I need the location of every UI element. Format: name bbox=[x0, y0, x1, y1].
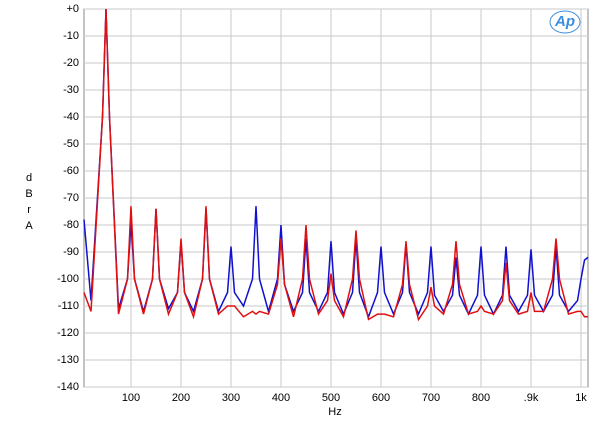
y-tick-label: -60 bbox=[63, 165, 79, 177]
y-tick-label: -10 bbox=[63, 30, 79, 42]
y-tick-label: -120 bbox=[57, 327, 79, 339]
y-tick-label: +0 bbox=[66, 3, 79, 15]
y-axis-unit: A bbox=[25, 220, 33, 232]
y-tick-label: -70 bbox=[63, 192, 79, 204]
x-tick-label: 800 bbox=[472, 392, 490, 404]
x-tick-label: .9k bbox=[524, 392, 539, 404]
x-tick-label: 200 bbox=[172, 392, 190, 404]
x-tick-label: 1k bbox=[575, 392, 587, 404]
x-tick-label: 300 bbox=[222, 392, 240, 404]
x-tick-label: 100 bbox=[122, 392, 140, 404]
y-axis-label: dBr bbox=[23, 172, 35, 220]
y-tick-label: -30 bbox=[63, 84, 79, 96]
x-tick-label: 500 bbox=[322, 392, 340, 404]
y-tick-label: -80 bbox=[63, 219, 79, 231]
y-tick-label: -50 bbox=[63, 138, 79, 150]
y-tick-label: -130 bbox=[57, 354, 79, 366]
series-line bbox=[83, 8, 589, 319]
logo-ring bbox=[549, 10, 581, 34]
y-tick-label: -110 bbox=[58, 300, 79, 312]
y-tick-label: -100 bbox=[57, 273, 79, 285]
x-axis-label: Hz bbox=[328, 406, 341, 418]
x-tick-label: 700 bbox=[422, 392, 440, 404]
y-tick-label: -140 bbox=[57, 381, 79, 393]
y-tick-label: -40 bbox=[63, 111, 79, 123]
y-tick-label: -20 bbox=[63, 57, 79, 69]
x-tick-label: 600 bbox=[372, 392, 390, 404]
y-tick-label: -90 bbox=[63, 246, 79, 258]
logo: Ap bbox=[554, 13, 575, 30]
x-tick-label: 400 bbox=[272, 392, 290, 404]
series-line bbox=[83, 8, 588, 322]
